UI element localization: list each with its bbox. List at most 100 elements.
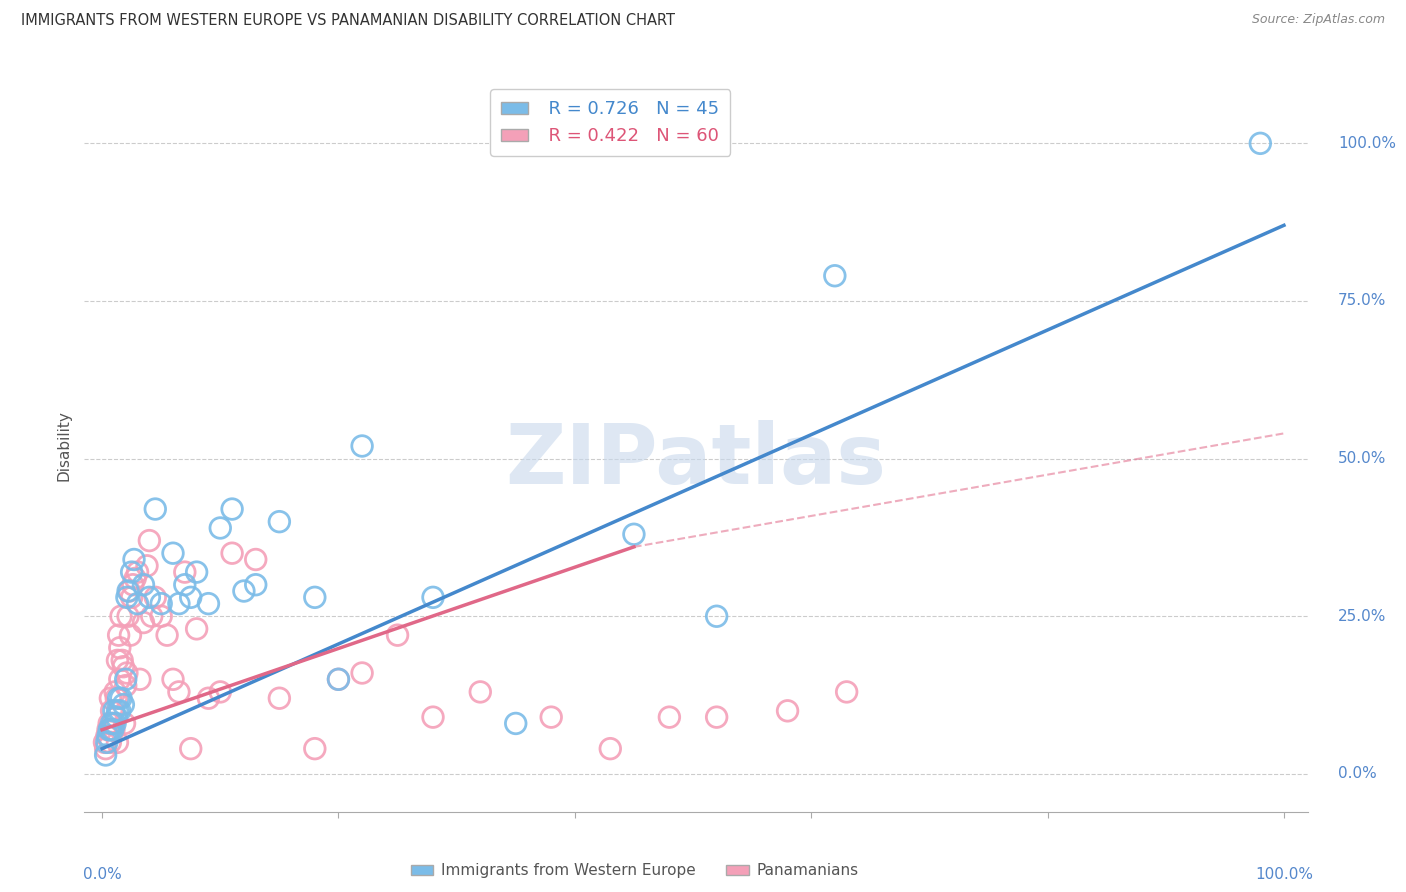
Point (100, 704, 122, 718)
Point (107, 628, 129, 642)
Point (245, 578, 267, 592)
Point (706, 710, 728, 724)
Point (127, 565, 149, 579)
Point (422, 591, 444, 605)
Text: ZIPatlas: ZIPatlas (506, 420, 886, 501)
Point (197, 597, 219, 611)
Point (117, 584, 139, 599)
Point (107, 691, 129, 706)
Point (328, 673, 350, 687)
Point (108, 640, 131, 655)
Point (167, 597, 190, 611)
Point (387, 628, 409, 642)
Point (505, 716, 527, 731)
Point (132, 578, 155, 592)
Point (156, 628, 179, 642)
Point (98, 716, 121, 731)
Point (107, 704, 129, 718)
Point (835, 685, 858, 699)
Point (111, 653, 134, 667)
Point (209, 685, 232, 699)
Text: 0.0%: 0.0% (83, 867, 121, 881)
Point (197, 691, 219, 706)
Point (706, 609, 728, 624)
Point (599, 741, 621, 756)
Point (186, 565, 208, 579)
Point (138, 591, 160, 605)
Point (98, 691, 121, 706)
Point (1249, 136, 1271, 151)
Point (143, 502, 166, 516)
Point (623, 527, 645, 541)
Point (304, 591, 326, 605)
Point (127, 597, 149, 611)
Text: IMMIGRANTS FROM WESTERN EUROPE VS PANAMANIAN DISABILITY CORRELATION CHART: IMMIGRANTS FROM WESTERN EUROPE VS PANAMA… (21, 13, 675, 29)
Point (100, 716, 122, 731)
Point (94, 741, 117, 756)
Point (103, 723, 125, 737)
Point (94, 747, 117, 762)
Text: 100.0%: 100.0% (1339, 136, 1396, 151)
Point (232, 584, 254, 599)
Point (112, 659, 135, 673)
Point (121, 578, 143, 592)
Point (98, 735, 121, 749)
Point (98, 723, 121, 737)
Point (129, 673, 152, 687)
Point (221, 546, 243, 560)
Point (104, 716, 127, 731)
Text: Source: ZipAtlas.com: Source: ZipAtlas.com (1251, 13, 1385, 27)
Text: 75.0%: 75.0% (1339, 293, 1386, 309)
Point (150, 597, 173, 611)
Legend: Immigrants from Western Europe, Panamanians: Immigrants from Western Europe, Panamani… (405, 857, 865, 885)
Point (103, 704, 125, 718)
Point (143, 591, 166, 605)
Point (107, 735, 129, 749)
Point (110, 609, 132, 624)
Point (180, 591, 202, 605)
Point (117, 609, 139, 624)
Point (93, 735, 115, 749)
Y-axis label: Disability: Disability (56, 410, 72, 482)
Point (121, 591, 143, 605)
Point (122, 552, 145, 566)
Point (98, 723, 121, 737)
Point (97, 729, 120, 743)
Point (105, 710, 128, 724)
Point (180, 741, 202, 756)
Text: 0.0%: 0.0% (1339, 766, 1376, 781)
Point (540, 710, 562, 724)
Point (114, 716, 136, 731)
Point (96, 735, 118, 749)
Point (121, 565, 143, 579)
Point (328, 673, 350, 687)
Point (470, 685, 492, 699)
Point (167, 685, 190, 699)
Point (304, 741, 326, 756)
Point (162, 546, 184, 560)
Point (118, 584, 141, 599)
Point (124, 571, 146, 585)
Point (173, 578, 195, 592)
Point (221, 502, 243, 516)
Point (209, 521, 232, 535)
Point (104, 685, 127, 699)
Point (101, 716, 124, 731)
Point (824, 268, 846, 283)
Text: 50.0%: 50.0% (1339, 451, 1386, 467)
Point (96, 729, 118, 743)
Point (352, 665, 374, 680)
Point (186, 622, 208, 636)
Point (97, 723, 120, 737)
Point (115, 665, 138, 680)
Point (132, 615, 155, 630)
Point (107, 653, 129, 667)
Point (162, 673, 184, 687)
Point (245, 552, 267, 566)
Point (114, 679, 136, 693)
Point (269, 515, 291, 529)
Text: 100.0%: 100.0% (1256, 867, 1313, 881)
Point (112, 698, 135, 712)
Point (108, 673, 131, 687)
Point (110, 691, 132, 706)
